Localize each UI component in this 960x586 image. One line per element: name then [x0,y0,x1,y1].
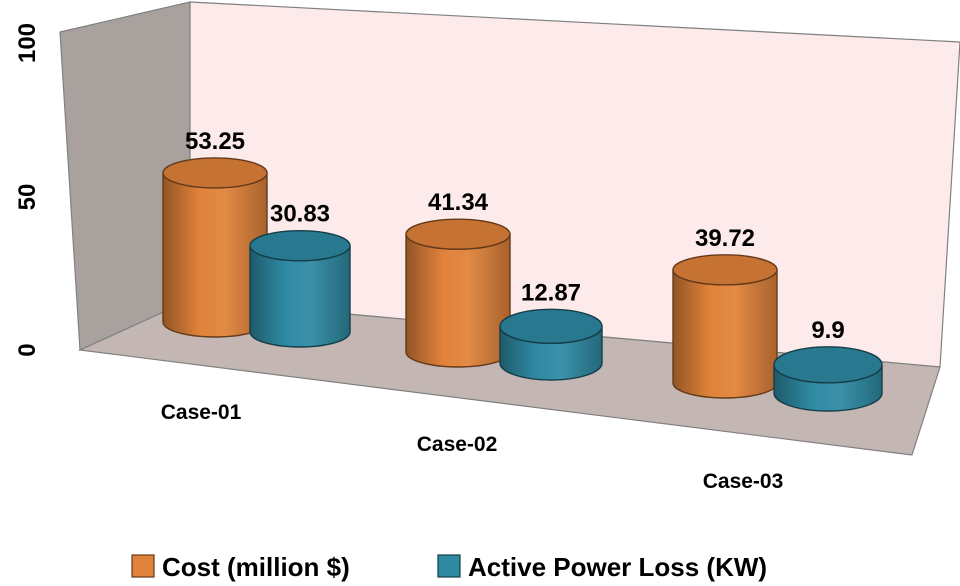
bar-body [672,269,778,399]
bar-top [499,308,603,345]
bar-top [672,254,778,286]
data-label: 30.83 [270,201,330,228]
bar-top [249,229,351,262]
legend-swatch [437,554,461,578]
x-tick-label: Case-03 [703,470,784,493]
bar-top [162,157,268,189]
legend-label: Cost (million $) [162,552,350,582]
x-tick-label: Case-02 [417,433,498,456]
bar-top [405,218,511,250]
legend-label: Active Power Loss (KW) [468,552,767,582]
bar-cost-case-1: 53.25 [162,128,268,338]
legend: Cost (million $) Active Power Loss (KW) [131,552,767,582]
data-label: 39.72 [695,225,755,252]
data-label: 9.9 [811,317,844,344]
x-axis: Case-01 Case-02 Case-03 [161,401,784,493]
y-tick-label: 0 [14,343,41,356]
data-label: 12.87 [521,279,581,306]
bar-power-loss-case-2: 12.87 [499,279,603,381]
x-tick-label: Case-01 [161,401,242,424]
y-axis: 0 50 100 [14,23,41,357]
bar-cost-case-3: 39.72 [672,225,778,399]
bar-power-loss-case-3: 9.9 [773,317,883,412]
bar-cost-case-2: 41.34 [405,189,511,368]
legend-swatch [131,554,155,578]
data-label: 41.34 [428,189,489,216]
data-label: 53.25 [185,128,245,155]
bar-power-loss-case-1: 30.83 [249,201,351,348]
plot-area: 53.25 30.83 41.34 12.87 39.72 9.9 [162,128,883,412]
bar-body [405,234,511,368]
y-tick-label: 50 [14,184,41,211]
bar-top [773,346,883,384]
y-tick-label: 100 [14,23,41,63]
